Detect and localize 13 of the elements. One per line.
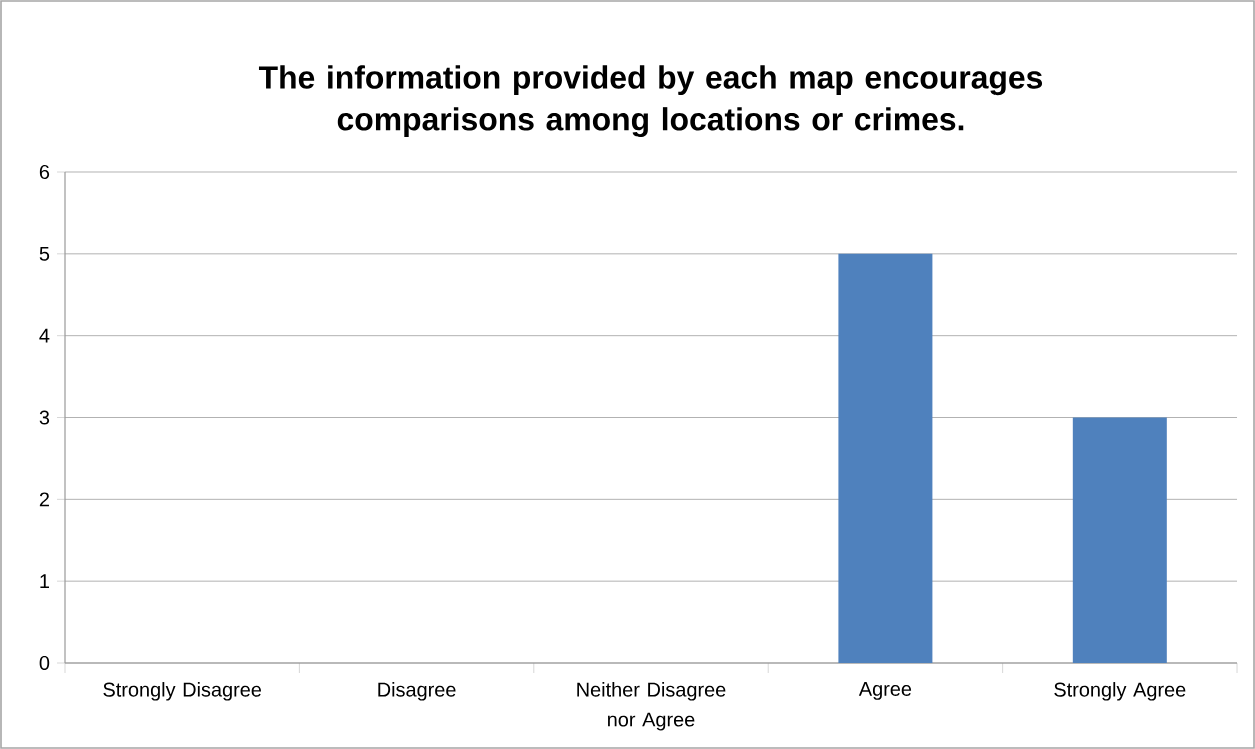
y-tick-label: 2 — [39, 492, 49, 507]
chart-title: The information provided by each map encourages comparisons among locations or crimes. — [258, 65, 1043, 138]
x-tick-label: Disagree — [378, 682, 456, 701]
y-tick-label: 3 — [39, 410, 50, 425]
y-tick-label: 5 — [39, 246, 50, 261]
y-tick-label: 4 — [39, 328, 50, 343]
x-tick-label: Strongly Agree — [1054, 682, 1186, 701]
y-tick-label: 1 — [40, 574, 49, 589]
y-tick-label: 0 — [39, 655, 50, 671]
x-tick-label: Neither Disagree nor Agree — [577, 682, 726, 731]
x-tick-label: Agree — [858, 682, 912, 700]
x-tick-label: Strongly Disagree — [103, 682, 262, 701]
y-tick-label: 6 — [39, 164, 50, 180]
